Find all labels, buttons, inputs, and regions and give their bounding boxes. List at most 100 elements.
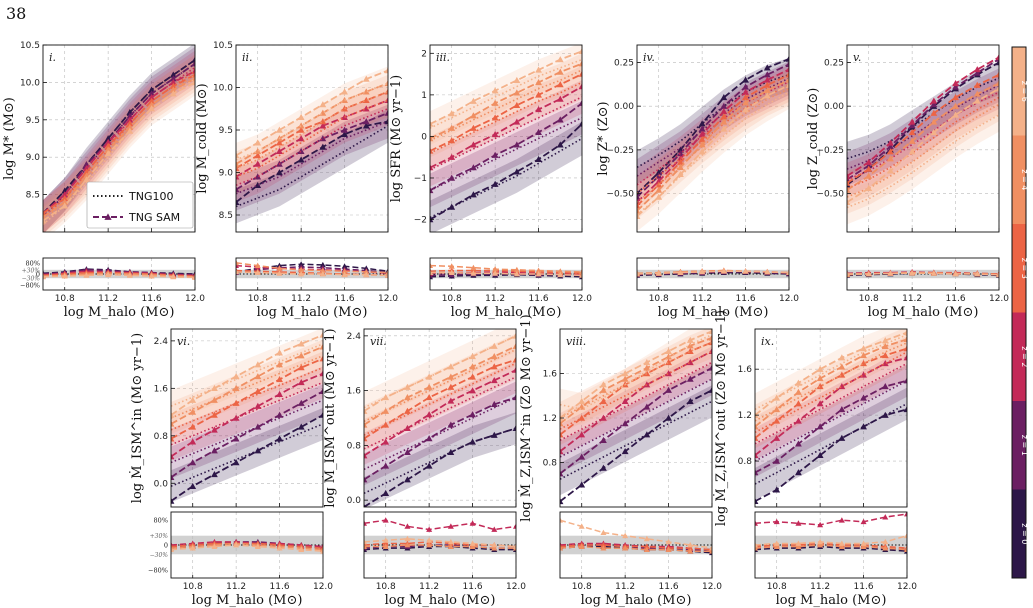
sam-marker — [908, 137, 916, 144]
ratio-line-z4 — [236, 262, 388, 274]
ratio-marker — [930, 270, 937, 276]
sam-marker — [404, 394, 411, 401]
tng-line-z3 — [637, 84, 789, 195]
ratio-marker — [579, 268, 582, 275]
sam-marker — [847, 198, 851, 206]
sam-marker — [83, 176, 90, 183]
sam-marker — [865, 158, 873, 165]
sam-marker — [404, 383, 411, 390]
sam-marker — [382, 489, 390, 497]
ratio-marker — [469, 540, 476, 546]
y-tick-label: 0.00 — [614, 102, 634, 112]
sam-marker — [425, 394, 433, 401]
ratio-marker — [795, 540, 802, 546]
x-tick-label: 10.8 — [572, 582, 592, 592]
sam-marker — [556, 95, 564, 102]
ratio-marker — [430, 269, 433, 275]
sam-line-z0 — [637, 58, 789, 195]
sam-marker — [490, 431, 498, 438]
sam-marker — [973, 90, 981, 97]
sam-marker — [995, 80, 999, 87]
sam-marker — [448, 203, 456, 210]
ratio-marker — [469, 520, 476, 526]
ratio-marker — [491, 526, 498, 532]
sam-marker — [297, 379, 305, 386]
ratio-plot — [637, 267, 789, 278]
sam-line-z4 — [637, 79, 789, 212]
ratio-band — [560, 535, 712, 555]
sam-marker — [470, 191, 477, 198]
ratio-marker — [298, 546, 305, 553]
sam-marker — [276, 169, 283, 176]
sam-marker — [930, 109, 938, 116]
sam-marker — [104, 150, 112, 157]
sam-marker — [276, 147, 283, 154]
ratio-marker — [170, 273, 177, 280]
ratio-marker — [882, 514, 889, 520]
sam-marker — [903, 354, 907, 361]
plot-area — [364, 329, 516, 507]
sam-marker — [655, 186, 663, 193]
ratio-marker — [817, 521, 824, 528]
ratio-marker — [364, 546, 367, 553]
ratio-marker — [795, 520, 802, 526]
ratio-marker — [363, 268, 370, 275]
y-tick-label: 8.5 — [219, 211, 233, 221]
ratio-marker — [385, 269, 388, 275]
sam-marker — [637, 202, 641, 209]
plot-area — [755, 329, 907, 504]
sam-marker — [430, 216, 434, 223]
sam-line-z0 — [364, 427, 516, 507]
ratio-marker — [687, 548, 694, 554]
sam-marker — [865, 172, 873, 179]
sam-marker — [43, 213, 47, 220]
panel-label: v. — [853, 51, 861, 64]
x-axis-label: log M_halo (M⊙) — [64, 305, 175, 320]
y-tick-label: 1.2 — [543, 414, 557, 424]
sam-marker — [430, 187, 434, 194]
plot-area — [430, 45, 582, 232]
y-tick-label: 0.0 — [347, 496, 362, 506]
sam-line-z6 — [847, 87, 999, 204]
sam-marker — [513, 101, 521, 108]
colorbar-label: z = 3 — [1020, 258, 1029, 279]
ratio-frame — [636, 257, 790, 291]
sam-marker — [785, 81, 789, 88]
y-axis-label: log Z_cold (Z⊙) — [806, 88, 821, 190]
sam-marker — [578, 60, 582, 67]
sam-marker — [189, 438, 197, 445]
sam-marker — [448, 124, 456, 131]
ratio-marker — [298, 271, 305, 277]
sam-marker — [643, 381, 651, 388]
y-axis-label: log SFR (M⊙ yr−1) — [389, 75, 404, 203]
y-tick-label: 2.4 — [347, 332, 362, 342]
sam-line-z3 — [430, 73, 582, 152]
sam-marker — [773, 486, 781, 493]
ratio-marker — [382, 540, 389, 546]
sam-marker — [578, 47, 582, 54]
sam-marker — [578, 481, 586, 488]
ratio-marker — [557, 271, 564, 278]
y-tick-label: 0.00 — [824, 102, 844, 112]
sam-marker — [171, 497, 175, 504]
sam-line-z2 — [430, 85, 582, 169]
sam-marker — [491, 114, 499, 121]
sam-line-z3 — [755, 347, 907, 439]
sam-line-z6 — [560, 330, 712, 419]
sam-marker — [860, 423, 867, 430]
sam-line-z1 — [364, 396, 516, 481]
band-z1 — [171, 384, 323, 479]
sam-marker — [211, 426, 218, 433]
sam-marker — [384, 109, 388, 116]
ratio-marker — [364, 543, 367, 549]
sam-marker — [447, 383, 455, 390]
ratio-marker — [643, 546, 650, 553]
y-tick-label: 9.5 — [26, 116, 40, 126]
x-axis-label: log M_halo (M⊙) — [868, 305, 979, 320]
sam-marker — [560, 431, 564, 438]
sam-marker — [847, 186, 851, 193]
ratio-marker — [470, 270, 477, 276]
x-tick-label: 12.0 — [779, 294, 799, 304]
sam-marker — [773, 394, 781, 401]
